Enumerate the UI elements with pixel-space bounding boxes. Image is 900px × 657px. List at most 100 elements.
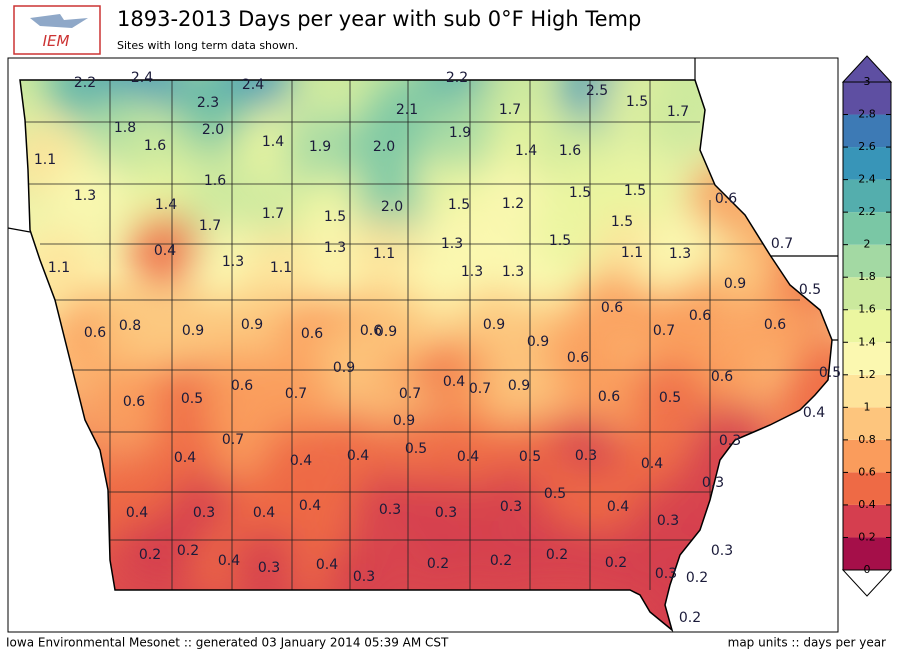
- colorbar-tick-label: 0.8: [858, 433, 876, 446]
- station-value: 0.5: [405, 441, 427, 457]
- colorbar-tick-label: 0.6: [858, 465, 876, 478]
- station-value: 0.5: [519, 449, 541, 465]
- station-value: 0.2: [686, 570, 708, 586]
- contour-blob: [662, 278, 738, 354]
- station-value: 1.2: [502, 196, 524, 212]
- contour-blob: [117, 108, 193, 184]
- station-value: 0.2: [679, 610, 701, 626]
- contour-blob: [519, 517, 595, 593]
- station-value: 1.7: [199, 218, 221, 234]
- station-value: 1.7: [262, 206, 284, 222]
- station-value: 1.3: [461, 264, 483, 280]
- subtitle: Sites with long term data shown.: [117, 39, 298, 52]
- station-value: 0.6: [601, 300, 623, 316]
- colorbar-tick-label: 2.2: [858, 205, 876, 218]
- station-value: 0.2: [546, 547, 568, 563]
- logo-plane: [30, 14, 88, 28]
- station-value: 0.4: [641, 456, 663, 472]
- contour-blob: [243, 230, 319, 306]
- station-value: 0.7: [771, 236, 793, 252]
- colorbar-bin: [843, 439, 891, 473]
- station-value: 0.3: [655, 566, 677, 582]
- colorbar-tick-label: 1.2: [858, 368, 876, 381]
- station-value: 2.0: [381, 199, 403, 215]
- station-value: 0.4: [443, 374, 465, 390]
- station-value: 1.3: [74, 188, 96, 204]
- contour-blob: [272, 468, 348, 544]
- station-value: 0.4: [457, 449, 479, 465]
- contour-blob: [352, 472, 428, 548]
- station-value: 1.7: [667, 104, 689, 120]
- station-value: 1.5: [611, 214, 633, 230]
- station-value: 0.6: [689, 308, 711, 324]
- station-value: 1.3: [669, 246, 691, 262]
- station-value: 0.6: [764, 317, 786, 333]
- station-value: 0.2: [177, 543, 199, 559]
- station-value: 0.7: [469, 381, 491, 397]
- contour-blob: [92, 288, 168, 364]
- logo-text: IEM: [43, 32, 70, 50]
- station-value: 2.3: [197, 95, 219, 111]
- contour-blob: [400, 526, 476, 602]
- station-value: 2.0: [373, 139, 395, 155]
- station-value: 1.9: [449, 125, 471, 141]
- contour-blob: [282, 109, 358, 185]
- station-value: 0.9: [483, 317, 505, 333]
- station-value: 0.4: [290, 453, 312, 469]
- station-value: 0.9: [333, 360, 355, 376]
- station-value: 0.4: [607, 499, 629, 515]
- station-value: 0.9: [527, 334, 549, 350]
- colorbar-bin: [843, 244, 891, 278]
- colorbar-bin: [843, 342, 891, 375]
- contour-blob: [640, 80, 716, 150]
- station-value: 2.4: [242, 77, 264, 93]
- station-value: 0.5: [799, 282, 821, 298]
- station-value: 0.6: [567, 350, 589, 366]
- station-value: 0.3: [435, 505, 457, 521]
- colorbar-frame: [842, 81, 892, 571]
- station-value: 0.9: [375, 324, 397, 340]
- station-value: 1.5: [549, 233, 571, 249]
- station-value: 0.9: [241, 317, 263, 333]
- station-value: 0.9: [724, 276, 746, 292]
- colorbar-bin: [843, 277, 891, 310]
- colorbar-bin: [843, 212, 891, 245]
- logo: IEM: [13, 5, 101, 55]
- colorbar-bin: [843, 147, 891, 180]
- footer-right: map units :: days per year: [728, 636, 886, 650]
- station-value: 0.6: [301, 326, 323, 342]
- station-value: 0.9: [393, 413, 415, 429]
- neighbor-border: [7, 58, 838, 341]
- station-value: 1.1: [270, 260, 292, 276]
- station-value: 0.5: [544, 486, 566, 502]
- contour-blob: [214, 287, 290, 363]
- station-value: 0.7: [222, 432, 244, 448]
- station-value: 0.8: [119, 318, 141, 334]
- station-value: 0.3: [379, 502, 401, 518]
- station-value: 0.7: [653, 323, 675, 339]
- county-line: [20, 121, 830, 541]
- station-value: 1.5: [624, 183, 646, 199]
- contour-blob: [481, 348, 557, 424]
- title: 1893-2013 Days per year with sub 0°F Hig…: [117, 7, 641, 31]
- station-value: 1.6: [144, 138, 166, 154]
- station-value: 0.6: [123, 394, 145, 410]
- station-value: 1.3: [324, 240, 346, 256]
- colorbar-tick-label: 1.4: [858, 335, 876, 348]
- colorbar-bin: [843, 179, 891, 213]
- contour-blob: [346, 109, 422, 185]
- station-value: 0.3: [193, 505, 215, 521]
- station-value: 0.6: [231, 378, 253, 394]
- colorbar-tick-label: 3: [864, 75, 871, 88]
- station-value: 0.4: [316, 557, 338, 573]
- station-value: 0.4: [347, 448, 369, 464]
- colorbar-tick-label: 2: [864, 238, 871, 251]
- station-value: 0.7: [285, 386, 307, 402]
- station-value: 0.6: [598, 389, 620, 405]
- station-value: 1.6: [559, 143, 581, 159]
- contour-blob: [258, 356, 334, 432]
- station-labels: 2.2 2.4 2.4 2.2 2.3 2.1 2.5 1.5 1.7 1.7 1.8 2.0 1.6 1…: [34, 70, 841, 626]
- station-value: 1.5: [324, 209, 346, 225]
- state-border: [19, 79, 833, 633]
- station-value: 0.4: [126, 505, 148, 521]
